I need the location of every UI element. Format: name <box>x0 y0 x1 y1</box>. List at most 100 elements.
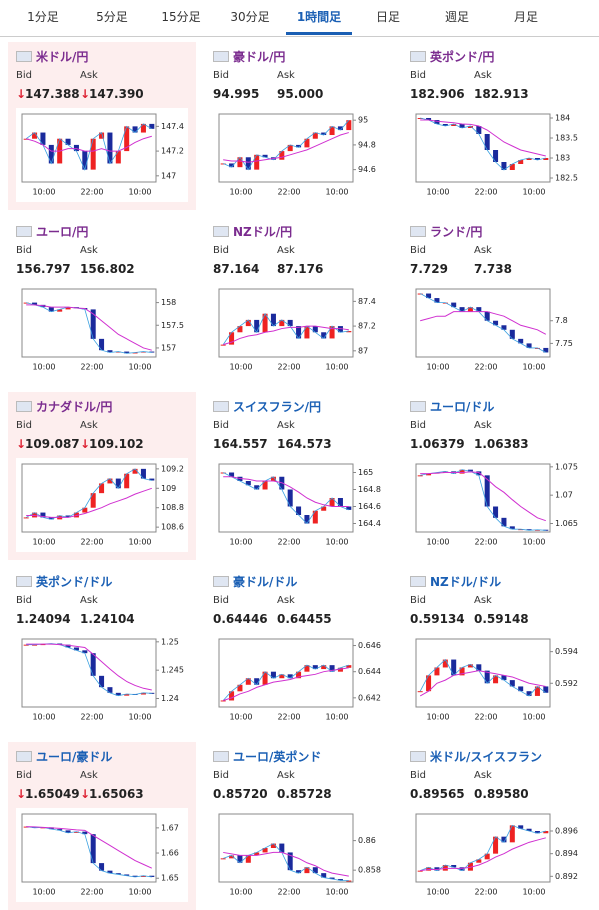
bid-value: 164.557 <box>213 437 268 451</box>
tab[interactable]: 15分足 <box>161 10 201 24</box>
candle <box>99 132 105 139</box>
y-tick-label: 87.2 <box>358 322 376 331</box>
candle <box>518 338 524 344</box>
currency-card[interactable]: 米ドル/円 Bid Ask ↓ ↓ 147.388 147.390 147.4 147.2 147… <box>8 42 196 210</box>
candle <box>287 674 293 679</box>
y-tick-label: 109 <box>161 484 176 493</box>
candle <box>65 830 71 833</box>
currency-card[interactable]: ユーロ/ドル Bid Ask 1.06379 1.06383 1.075 1.07 1.065… <box>402 392 590 560</box>
candle <box>279 151 285 160</box>
candle <box>493 675 499 684</box>
candle <box>220 700 226 702</box>
y-tick-label: 0.644 <box>358 667 381 676</box>
currency-card[interactable]: ランド/円 Bid Ask 7.729 7.738 7.8 7.75 10:00 22:00 10… <box>402 217 590 385</box>
currency-card[interactable]: 英ポンド/円 Bid Ask 182.906 182.913 184 183.5 183 182… <box>402 42 590 210</box>
currency-card[interactable]: 米ドル/スイスフラン Bid Ask 0.89565 0.89580 0.896 0.894… <box>402 742 590 910</box>
candle <box>459 124 465 128</box>
candle <box>254 485 260 490</box>
x-tick-label: 10:00 <box>325 538 348 547</box>
close-line <box>223 843 349 881</box>
pair-name: 豪ドル/円 <box>233 50 286 64</box>
currency-card[interactable]: 豪ドル/円 Bid Ask 94.995 95.000 95 94.8 94.6 10:00 22… <box>205 42 393 210</box>
bid-value: 7.729 <box>410 262 448 276</box>
bid-label: Bid <box>16 595 32 606</box>
candle <box>32 302 38 305</box>
x-tick-label: 22:00 <box>80 713 103 722</box>
candle <box>467 307 473 312</box>
candle <box>451 124 457 126</box>
candle <box>65 644 71 648</box>
tab[interactable]: 1分足 <box>27 10 59 24</box>
tab[interactable]: 1時間足 <box>286 0 352 35</box>
candle <box>442 865 448 871</box>
candle <box>543 686 549 693</box>
currency-card[interactable]: ユーロ/豪ドル Bid Ask ↓ ↓ 1.65049 1.65063 1.67 1.66 1.6… <box>8 742 196 910</box>
moving-average <box>223 476 349 507</box>
y-tick-label: 1.25 <box>161 637 179 646</box>
y-tick-label: 94.8 <box>358 140 376 149</box>
ask-label: Ask <box>474 420 492 431</box>
tab[interactable]: 月足 <box>513 10 538 24</box>
flag-icon <box>213 226 229 237</box>
pair-name: 英ポンド/円 <box>430 50 495 64</box>
y-tick-label: 183.5 <box>555 134 578 143</box>
tab[interactable]: 5分足 <box>96 10 128 24</box>
x-tick-label: 10:00 <box>229 538 252 547</box>
x-tick-label: 10:00 <box>229 188 252 197</box>
currency-card[interactable]: 豪ドル/ドル Bid Ask 0.64446 0.64455 0.646 0.644 0.64… <box>205 567 393 735</box>
ask-value: 1.06383 <box>474 437 529 451</box>
candle <box>220 344 226 346</box>
candle <box>543 347 549 353</box>
x-tick-label: 22:00 <box>80 538 103 547</box>
candle <box>229 332 235 345</box>
x-tick-label: 22:00 <box>277 188 300 197</box>
candle <box>270 843 276 848</box>
plot-frame <box>21 288 157 358</box>
currency-card[interactable]: NZドル/ドル Bid Ask 0.59134 0.59148 0.594 0.592 10:… <box>402 567 590 735</box>
candle <box>99 483 105 494</box>
flag-icon <box>410 51 426 62</box>
x-tick-label: 10:00 <box>522 363 545 372</box>
candle <box>451 659 457 676</box>
mini-chart: 165 164.8 164.6 164.4 10:00 22:00 10:00 <box>213 458 385 552</box>
candle <box>337 498 343 507</box>
y-tick-label: 108.8 <box>161 503 184 512</box>
candle <box>526 343 532 348</box>
candle <box>467 862 473 871</box>
y-tick-label: 147 <box>161 171 176 180</box>
y-tick-label: 164.6 <box>358 502 381 511</box>
bid-value: 182.906 <box>410 87 465 101</box>
candle <box>329 877 335 880</box>
ask-label: Ask <box>277 70 295 81</box>
candle <box>48 517 54 520</box>
currency-card[interactable]: ユーロ/英ポンド Bid Ask 0.85720 0.85728 0.86 0.858 10:… <box>205 742 393 910</box>
ask-label: Ask <box>474 770 492 781</box>
y-tick-label: 157.5 <box>161 321 184 330</box>
y-tick-label: 94.6 <box>358 165 376 174</box>
bid-value: 94.995 <box>213 87 260 101</box>
candle <box>82 831 88 835</box>
x-tick-label: 10:00 <box>325 188 348 197</box>
tab[interactable]: 30分足 <box>230 10 270 24</box>
candle <box>304 867 310 874</box>
candle <box>543 831 549 834</box>
tab[interactable]: 週足 <box>444 10 469 24</box>
currency-card[interactable]: カナダドル/円 Bid Ask ↓ ↓ 109.087 109.102 109.2 109 108… <box>8 392 196 560</box>
tab[interactable]: 日足 <box>375 10 400 24</box>
currency-card[interactable]: 英ポンド/ドル Bid Ask 1.24094 1.24104 1.25 1.245 1.24… <box>8 567 196 735</box>
currency-card[interactable]: NZドル/円 Bid Ask 87.164 87.176 87.4 87.2 87 10:00 2… <box>205 217 393 385</box>
plot-frame <box>415 813 551 883</box>
plot-frame <box>415 288 551 358</box>
candle <box>237 684 243 692</box>
candle <box>296 671 302 679</box>
currency-card[interactable]: スイスフラン/円 Bid Ask 164.557 164.573 165 164.8 164.… <box>205 392 393 560</box>
plot-frame <box>218 813 354 883</box>
candle <box>32 644 38 646</box>
bid-label: Bid <box>213 770 229 781</box>
flag-icon <box>16 576 32 587</box>
currency-card[interactable]: ユーロ/円 Bid Ask 156.797 156.802 158 157.5 157 10:0… <box>8 217 196 385</box>
candle <box>82 650 88 654</box>
candle <box>501 836 507 843</box>
candle <box>107 870 113 874</box>
bid-value: 1.24094 <box>16 612 71 626</box>
